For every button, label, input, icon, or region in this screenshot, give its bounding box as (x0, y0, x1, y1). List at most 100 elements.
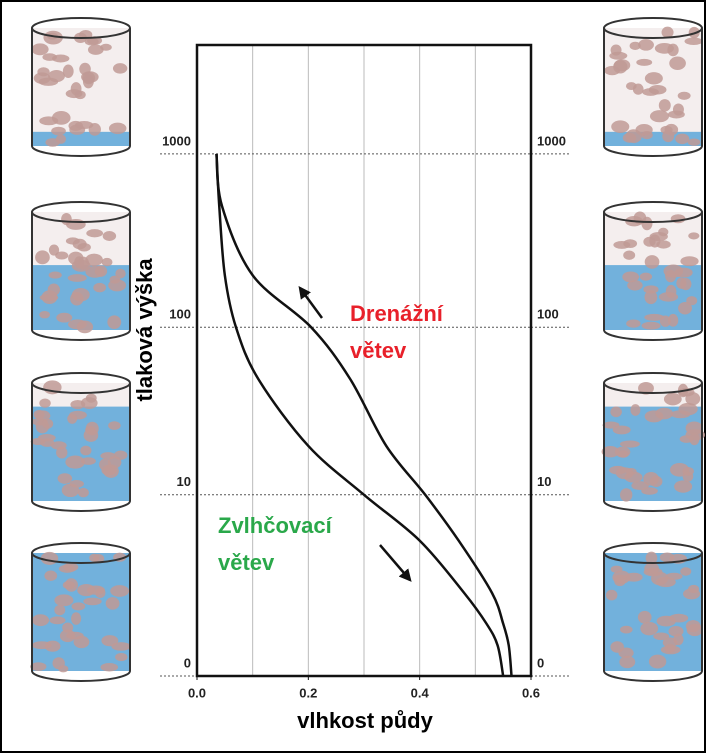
stone (669, 57, 686, 70)
stone (665, 573, 682, 580)
stone (641, 131, 653, 139)
stone (626, 129, 642, 143)
y2-tick-label: 0 (537, 655, 544, 670)
stone (622, 271, 639, 282)
stone (688, 138, 701, 145)
stone (32, 614, 49, 626)
stone (99, 459, 111, 471)
stone (610, 641, 624, 652)
stone (640, 622, 658, 635)
stone (673, 634, 683, 645)
stone (83, 598, 101, 606)
x-tick-label: 0.0 (188, 685, 206, 700)
stone (103, 231, 116, 241)
stone (63, 581, 75, 589)
stone (37, 67, 49, 76)
stone (620, 488, 632, 501)
stone (674, 480, 692, 492)
stone (645, 72, 663, 84)
stone (68, 274, 87, 282)
stone (609, 52, 627, 60)
stone (55, 251, 68, 259)
stone (49, 272, 62, 279)
stone (74, 636, 90, 648)
stone (620, 440, 640, 447)
series-label: větev (350, 338, 407, 363)
stone (77, 320, 93, 333)
stone (643, 285, 658, 293)
stone (640, 273, 652, 281)
cylinder (604, 202, 702, 340)
stone (67, 414, 77, 424)
stone (56, 313, 72, 323)
stone (649, 655, 666, 669)
y-axis-label: tlaková výška (132, 258, 157, 402)
stone (626, 82, 637, 90)
stone (100, 44, 112, 51)
cylinder (602, 373, 705, 511)
stone (35, 250, 50, 264)
stone (86, 229, 103, 237)
stone (678, 92, 691, 100)
stone (664, 265, 684, 278)
cylinder (31, 373, 130, 511)
stone (623, 251, 635, 260)
stone (682, 467, 693, 476)
stone (613, 425, 631, 434)
stone (657, 616, 676, 627)
y-tick-label: 1000 (162, 133, 191, 148)
series-label: Drenážní (350, 301, 444, 326)
stone (638, 611, 652, 624)
stone (54, 605, 65, 615)
stone (93, 283, 106, 293)
chart: 010100100001010010000.00.20.40.6 vlhkost… (0, 0, 706, 753)
stone (680, 278, 691, 290)
stone (683, 588, 700, 599)
stone (659, 99, 671, 112)
stone (83, 74, 94, 88)
stone (659, 292, 678, 301)
stone (687, 624, 703, 636)
stone (645, 255, 660, 269)
stone (44, 571, 57, 581)
stone (650, 110, 669, 122)
stone (611, 120, 629, 133)
stone (54, 594, 73, 606)
stone (58, 665, 68, 672)
stone (39, 311, 50, 318)
stone (59, 565, 76, 573)
series-label: větev (218, 550, 275, 575)
stone (667, 44, 678, 57)
cylinder (32, 202, 130, 340)
stone (51, 127, 66, 136)
stone (85, 38, 99, 46)
stone (660, 315, 671, 326)
stone (60, 629, 76, 642)
stone (110, 585, 129, 597)
stone (106, 597, 120, 610)
stone (107, 315, 121, 329)
stone (613, 241, 630, 249)
stone (58, 473, 73, 484)
stone (69, 480, 83, 488)
stone (620, 626, 633, 634)
y2-tick-label: 100 (537, 307, 559, 322)
cylinder (32, 18, 130, 156)
stone (624, 472, 642, 483)
stone (636, 59, 652, 66)
stone (71, 612, 81, 625)
stone (664, 644, 675, 653)
water (32, 553, 130, 671)
stone (662, 130, 674, 142)
stone (66, 237, 80, 244)
stone (77, 584, 95, 596)
y-tick-label: 10 (177, 474, 191, 489)
stone (42, 290, 58, 304)
cylinder (604, 18, 703, 156)
stone (84, 429, 99, 442)
stone (642, 322, 661, 330)
stone (644, 562, 659, 574)
cylinder (30, 543, 131, 681)
stone (643, 237, 655, 247)
stone (39, 398, 50, 407)
